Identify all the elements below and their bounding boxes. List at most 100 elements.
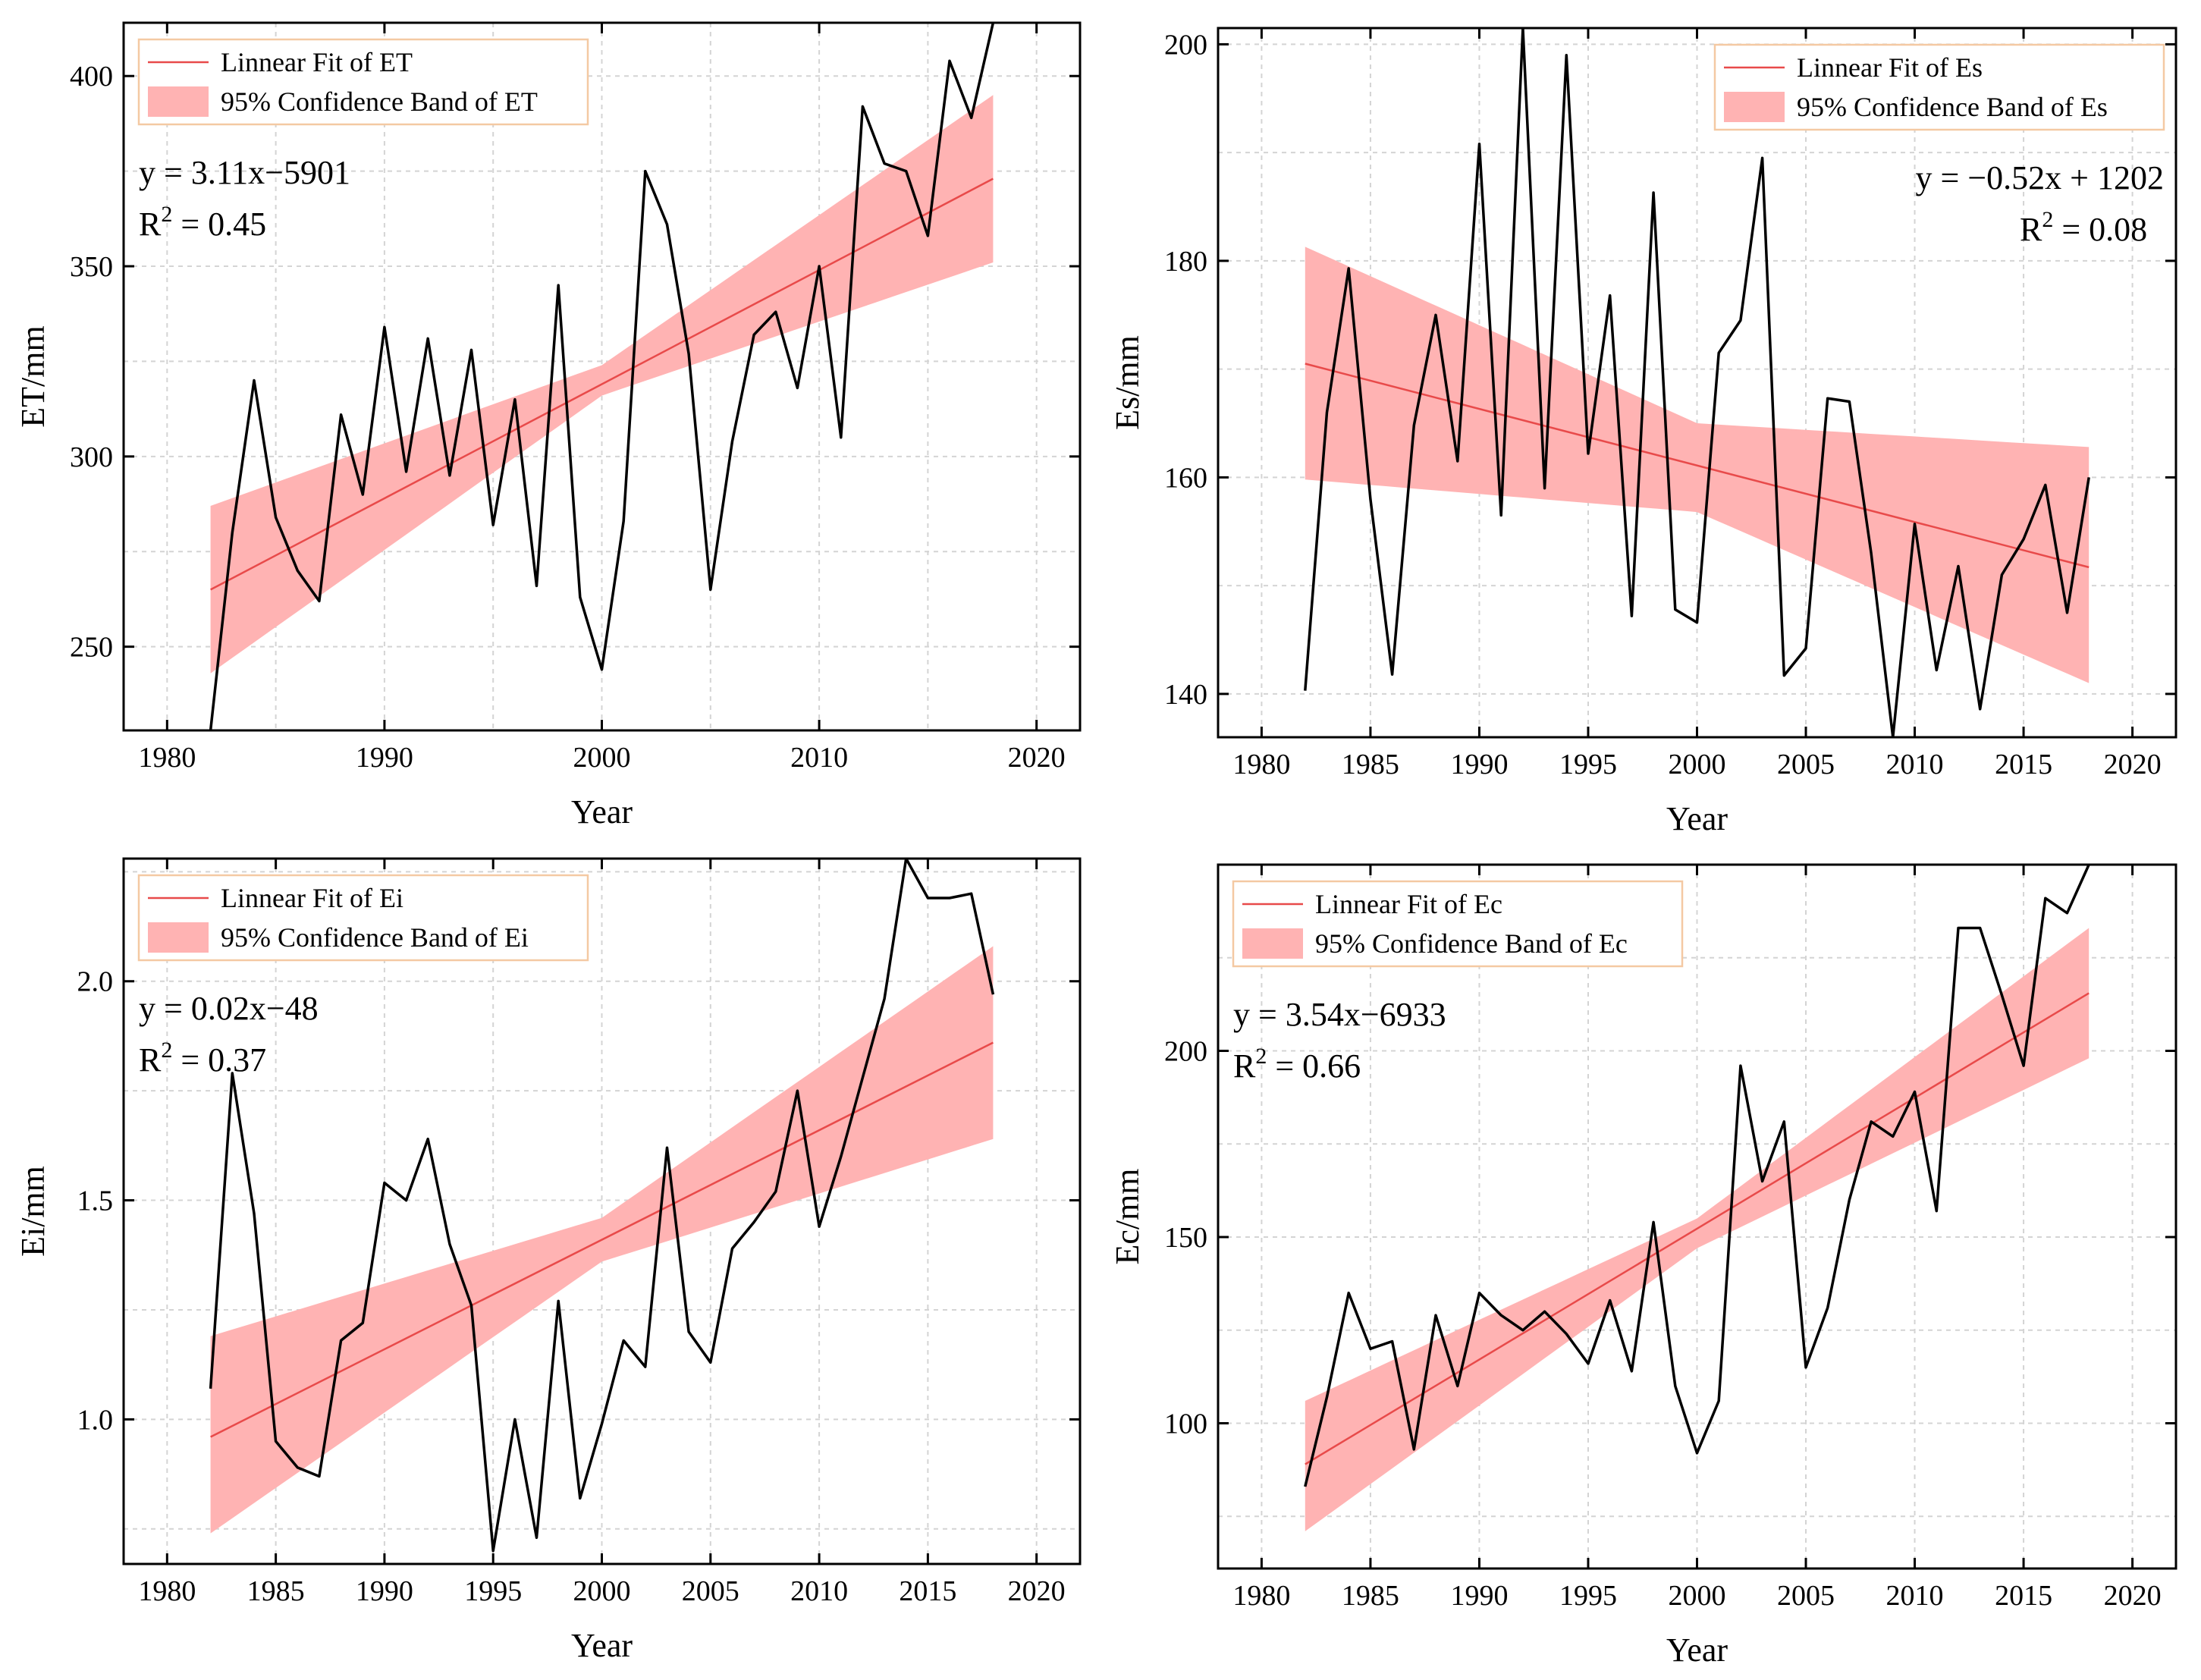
y-tick-label: 140 <box>1164 679 1207 711</box>
legend-band-label: 95% Confidence Band of Es <box>1797 92 2108 122</box>
legend-band-swatch <box>1724 92 1785 122</box>
x-tick-label: 2000 <box>573 742 631 774</box>
r-squared-symbol: R <box>2020 211 2042 248</box>
legend-box <box>137 874 589 962</box>
plot-area <box>1304 28 2090 737</box>
x-axis: 1980 1985 1990 1995 2000 2005 2010 2015 2020 Year <box>138 859 1066 1664</box>
y-tick-label: 1.0 <box>77 1404 114 1436</box>
legend-band-swatch <box>148 86 209 117</box>
legend-box <box>137 38 589 126</box>
r-squared-superscript: 2 <box>161 202 172 227</box>
y-axis: 250 300 350 400 ET/mm <box>14 61 1080 664</box>
x-tick-label: 1980 <box>1232 749 1290 780</box>
x-tick-label: 1985 <box>247 1575 305 1607</box>
legend-fit-label: Linnear Fit of Ec <box>1315 889 1502 919</box>
x-tick-label: 2015 <box>1995 1580 2052 1612</box>
r-squared-symbol: R <box>139 1041 162 1079</box>
legend-band-label: 95% Confidence Band of Ec <box>1315 928 1628 959</box>
x-tick-label: 1990 <box>1450 749 1508 780</box>
fit-equation: y = 3.11x−5901 R2 = 0.45 <box>139 154 350 243</box>
linear-fit-line <box>210 177 994 591</box>
x-tick-label: 1980 <box>138 1575 196 1607</box>
plot-area <box>1304 865 2090 1531</box>
x-tick-label: 2010 <box>790 742 848 774</box>
y-axis-title: Es/mm <box>1109 335 1146 430</box>
legend: Linnear Fit of Es 95% Confidence Band of … <box>1713 43 2165 131</box>
x-tick-label: 2000 <box>1669 1580 1726 1612</box>
r-squared-text: R2 = 0.45 <box>139 202 266 243</box>
x-tick-label: 1995 <box>464 1575 522 1607</box>
legend-fit-label: Linnear Fit of ET <box>221 47 413 77</box>
r-squared-superscript: 2 <box>2042 207 2053 232</box>
r-squared-value: = 0.08 <box>2053 211 2147 248</box>
x-axis: 1980 1990 2000 2010 2020 Year <box>138 23 1066 831</box>
x-tick-label: 1995 <box>1559 749 1617 780</box>
y-axis: 100 150 200 Ec/mm <box>1109 1036 2176 1440</box>
legend-box <box>1232 880 1684 968</box>
plot-area <box>209 23 995 730</box>
legend: Linnear Fit of ET 95% Confidence Band of … <box>137 38 589 126</box>
legend-band-label: 95% Confidence Band of ET <box>221 86 538 117</box>
x-tick-label: 1990 <box>356 1575 413 1607</box>
fit-equation: y = 3.54x−6933 R2 = 0.66 <box>1233 996 1446 1085</box>
r-squared-text: R2 = 0.37 <box>139 1038 266 1079</box>
x-axis: 1980 1985 1990 1995 2000 2005 2010 2015 2020 Year <box>1232 865 2162 1669</box>
chart-ei: 1980 1985 1990 1995 2000 2005 2010 2015 2020 Year… <box>14 857 1082 1664</box>
y-tick-label: 100 <box>1164 1408 1207 1440</box>
y-axis: 1.0 1.5 2.0 Ei/mm <box>14 966 1080 1436</box>
r-squared-text: R2 = 0.66 <box>1233 1044 1361 1085</box>
legend-box <box>1713 43 2165 131</box>
x-tick-label: 2010 <box>1886 749 1944 780</box>
y-tick-label: 150 <box>1164 1222 1207 1254</box>
y-tick-label: 350 <box>70 251 113 283</box>
x-tick-label: 1995 <box>1559 1580 1617 1612</box>
y-tick-label: 200 <box>1164 1036 1207 1068</box>
equation-text: y = 3.11x−5901 <box>139 154 350 191</box>
legend-band-swatch <box>1242 928 1303 959</box>
y-tick-label: 300 <box>70 441 113 473</box>
linear-fit-line <box>210 1041 994 1438</box>
chart-et: 1980 1990 2000 2010 2020 Year 250 300 350 400 ET/m… <box>14 21 1082 831</box>
legend-band-label: 95% Confidence Band of Ei <box>221 922 529 953</box>
x-tick-label: 2010 <box>1886 1580 1944 1612</box>
x-tick-label: 2020 <box>1008 742 1066 774</box>
legend-band-swatch <box>148 922 209 953</box>
chart-es: 1980 1985 1990 1995 2000 2005 2010 2015 2020 Year… <box>1109 27 2177 837</box>
linear-fit-line <box>1305 363 2090 569</box>
x-tick-label: 1980 <box>1232 1580 1290 1612</box>
x-tick-label: 2010 <box>790 1575 848 1607</box>
legend: Linnear Fit of Ec 95% Confidence Band of … <box>1232 880 1684 968</box>
legend-fit-label: Linnear Fit of Ei <box>221 883 403 913</box>
x-axis: 1980 1985 1990 1995 2000 2005 2010 2015 2020 Year <box>1232 28 2162 837</box>
y-tick-label: 160 <box>1164 462 1207 494</box>
x-tick-label: 2020 <box>2104 1580 2162 1612</box>
x-tick-label: 2000 <box>573 1575 631 1607</box>
y-axis-title: Ec/mm <box>1109 1168 1146 1264</box>
plot-area <box>209 859 995 1553</box>
equation-text: y = 3.54x−6933 <box>1233 996 1446 1033</box>
linear-fit-line <box>1305 992 2090 1465</box>
y-axis-title: ET/mm <box>14 325 52 427</box>
x-axis-title: Year <box>571 793 633 831</box>
x-tick-label: 2005 <box>1777 749 1835 780</box>
r-squared-symbol: R <box>1233 1047 1256 1085</box>
r-squared-value: = 0.45 <box>172 206 266 243</box>
x-axis-title: Year <box>1666 800 1728 837</box>
y-tick-label: 200 <box>1164 29 1207 61</box>
x-tick-label: 2020 <box>1008 1575 1066 1607</box>
x-tick-label: 2015 <box>899 1575 956 1607</box>
r-squared-value: = 0.37 <box>172 1041 266 1079</box>
r-squared-superscript: 2 <box>1255 1044 1267 1069</box>
legend-fit-label: Linnear Fit of Es <box>1797 52 1983 83</box>
x-tick-label: 2005 <box>1777 1580 1835 1612</box>
x-axis-title: Year <box>571 1627 633 1664</box>
x-tick-label: 2000 <box>1669 749 1726 780</box>
y-tick-label: 1.5 <box>77 1185 114 1217</box>
chart-ec: 1980 1985 1990 1995 2000 2005 2010 2015 2020 Year… <box>1109 863 2177 1669</box>
x-tick-label: 1990 <box>1450 1580 1508 1612</box>
x-tick-label: 2015 <box>1995 749 2052 780</box>
equation-text: y = −0.52x + 1202 <box>1916 159 2164 196</box>
r-squared-value: = 0.66 <box>1267 1047 1361 1085</box>
fit-equation: y = 0.02x−48 R2 = 0.37 <box>139 990 319 1079</box>
